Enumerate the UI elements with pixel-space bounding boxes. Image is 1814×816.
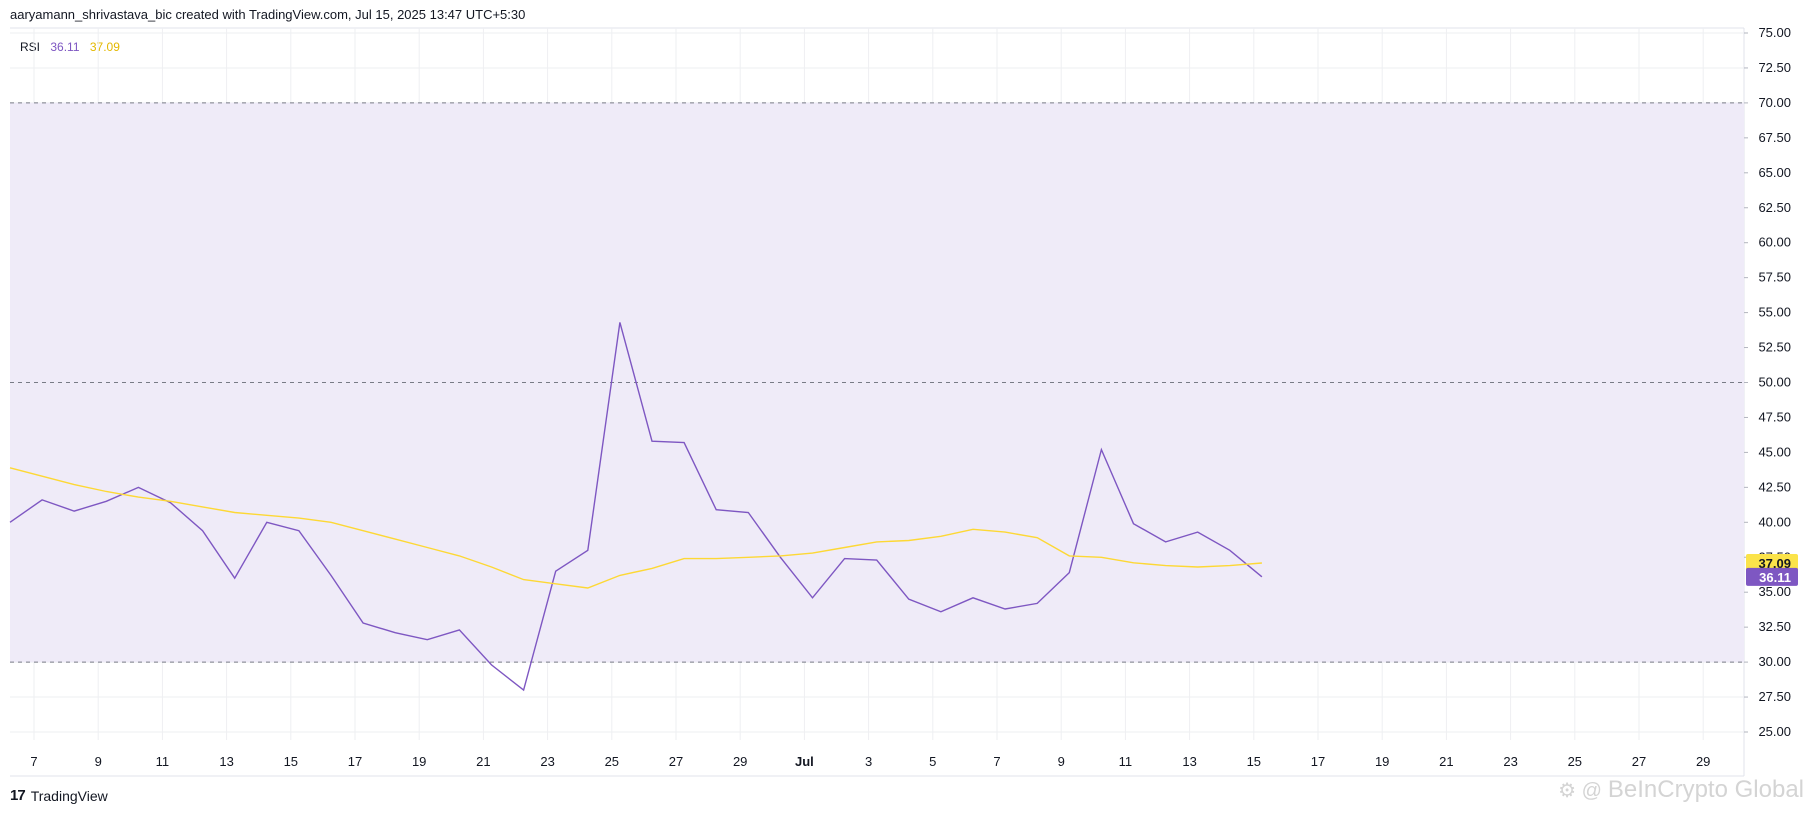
- rsi-ma-line: [9, 467, 1262, 589]
- y-tick-label: 62.50: [1758, 200, 1791, 215]
- x-tick-label: 21: [1439, 754, 1453, 769]
- rsi-line: [9, 322, 1263, 692]
- x-tick-label: 15: [1247, 754, 1261, 769]
- x-tick-label: 21: [476, 754, 490, 769]
- x-tick-label: 27: [669, 754, 683, 769]
- x-tick-label: 9: [1058, 754, 1065, 769]
- y-tick-label: 65.00: [1758, 165, 1791, 180]
- indicator-name: RSI: [20, 40, 41, 54]
- x-tick-label: 23: [1503, 754, 1517, 769]
- y-tick-label: 57.50: [1758, 270, 1791, 285]
- ma-last-value-label: 37.09: [1758, 556, 1791, 571]
- x-tick-label: 11: [156, 754, 170, 769]
- x-tick-label: 25: [1568, 754, 1582, 769]
- x-tick-label: 17: [1311, 754, 1325, 769]
- x-tick-label: 15: [284, 754, 298, 769]
- x-tick-label: 7: [30, 754, 37, 769]
- rsi-last-value-label-bg: [1746, 567, 1798, 586]
- tradingview-logo-text: TradingView: [30, 787, 108, 804]
- x-tick-label: 11: [1119, 754, 1133, 769]
- y-tick-label: 40.00: [1758, 514, 1791, 529]
- y-tick-label: 70.00: [1758, 95, 1791, 110]
- y-tick-label: 75.00: [1758, 25, 1791, 40]
- rsi-last-value-label: 36.11: [1759, 570, 1791, 585]
- rsi-legend-value: 36.11: [50, 40, 80, 54]
- x-tick-label: Jul: [795, 754, 814, 769]
- y-tick-label: 42.50: [1758, 479, 1791, 494]
- x-tick-label: 23: [540, 754, 554, 769]
- watermark-icon: ⚙ @: [1558, 780, 1602, 802]
- y-tick-label: 72.50: [1758, 60, 1791, 75]
- y-tick-label: 52.50: [1758, 340, 1791, 355]
- y-tick-label: 30.00: [1758, 654, 1791, 669]
- y-tick-label: 55.00: [1758, 305, 1791, 320]
- y-tick-label: 60.00: [1758, 235, 1791, 250]
- x-tick-label: 19: [412, 754, 426, 769]
- x-tick-label: 9: [95, 754, 102, 769]
- y-tick-label: 45.00: [1758, 444, 1791, 459]
- band-layer: [10, 102, 1744, 663]
- watermark: ⚙ @ BeInCrypto Global: [1558, 776, 1804, 804]
- x-tick-label: 27: [1632, 754, 1646, 769]
- indicator-legend[interactable]: RSI 36.11 37.09: [20, 40, 127, 54]
- x-tick-label: 29: [733, 754, 747, 769]
- x-tick-label: 29: [1696, 754, 1710, 769]
- ma-last-value-label-bg: [1746, 553, 1798, 572]
- x-tick-label: 17: [348, 754, 362, 769]
- x-tick-label: 19: [1375, 754, 1389, 769]
- chart-attribution: aaryamann_shrivastava_bic created with T…: [10, 7, 526, 22]
- x-tick-label: 7: [993, 754, 1000, 769]
- axis-layer: 75.00 72.50 70.00 67.50 65.00 62.50 60.00 57.50…: [30, 25, 1798, 769]
- watermark-text: BeInCrypto Global: [1607, 776, 1804, 803]
- y-tick-label: 25.00: [1758, 724, 1791, 739]
- ma-legend-value: 37.09: [89, 40, 120, 54]
- y-tick-label: 50.00: [1758, 375, 1791, 390]
- y-tick-label: 35.00: [1758, 584, 1791, 599]
- x-tick-label: 5: [929, 754, 936, 769]
- x-tick-label: 13: [219, 754, 233, 769]
- series-layer: [9, 322, 1263, 692]
- y-tick-label: 47.50: [1758, 409, 1791, 424]
- y-tick-label: 32.50: [1758, 619, 1791, 634]
- x-tick-label: 3: [865, 754, 872, 769]
- y-tick-label: 27.50: [1758, 689, 1791, 704]
- x-tick-label: 13: [1182, 754, 1196, 769]
- y-tick-label: 67.50: [1758, 130, 1791, 145]
- tradingview-logo[interactable]: 17 TradingView: [10, 787, 108, 804]
- tradingview-logo-icon: 17: [10, 787, 26, 804]
- x-tick-label: 25: [605, 754, 619, 769]
